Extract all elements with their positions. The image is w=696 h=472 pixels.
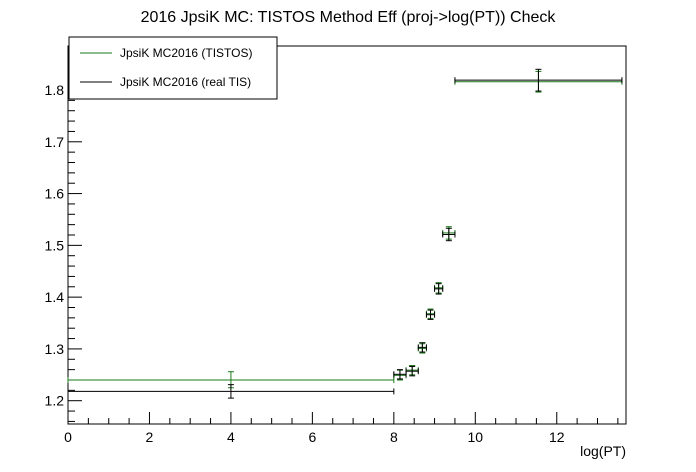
legend-label-real-tis: JpsiK MC2016 (real TIS) [120, 75, 251, 89]
series-layer [67, 68, 623, 399]
x-tick-label: 2 [146, 429, 154, 445]
x-axis-label: log(PT) [580, 443, 626, 459]
data-point [434, 283, 444, 295]
x-axis: 0 2 4 6 8 10 12 [64, 412, 619, 445]
series-1 [67, 68, 623, 399]
legend-label-tistos: JpsiK MC2016 (TISTOS) [120, 46, 252, 60]
y-tick-label: 1.3 [45, 341, 65, 357]
y-tick-label: 1.5 [45, 237, 65, 253]
y-tick-label: 1.6 [45, 186, 65, 202]
x-tick-label: 4 [227, 429, 235, 445]
x-tick-label: 0 [64, 429, 72, 445]
chart-title: 2016 JpsiK MC: TISTOS Method Eff (proj->… [141, 9, 557, 26]
x-tick-label: 10 [468, 429, 484, 445]
y-tick-label: 1.8 [45, 82, 65, 98]
data-point [67, 384, 395, 399]
x-tick-label: 12 [549, 429, 565, 445]
x-tick-label: 8 [390, 429, 398, 445]
y-axis: 1.2 1.3 1.4 1.5 1.6 1.7 1.8 [45, 48, 82, 422]
y-tick-label: 1.4 [45, 289, 65, 305]
y-tick-label: 1.7 [45, 134, 65, 150]
x-tick-label: 6 [308, 429, 316, 445]
plot-frame [67, 45, 627, 425]
data-point [425, 309, 436, 320]
legend: JpsiK MC2016 (TISTOS) JpsiK MC2016 (real… [68, 36, 278, 100]
data-point [417, 342, 427, 353]
y-tick-label: 1.2 [45, 393, 65, 409]
legend-box [68, 36, 278, 100]
series-0 [67, 70, 623, 389]
data-point [454, 68, 623, 92]
data-point [405, 366, 419, 377]
data-point [442, 227, 456, 242]
data-point [393, 369, 407, 380]
